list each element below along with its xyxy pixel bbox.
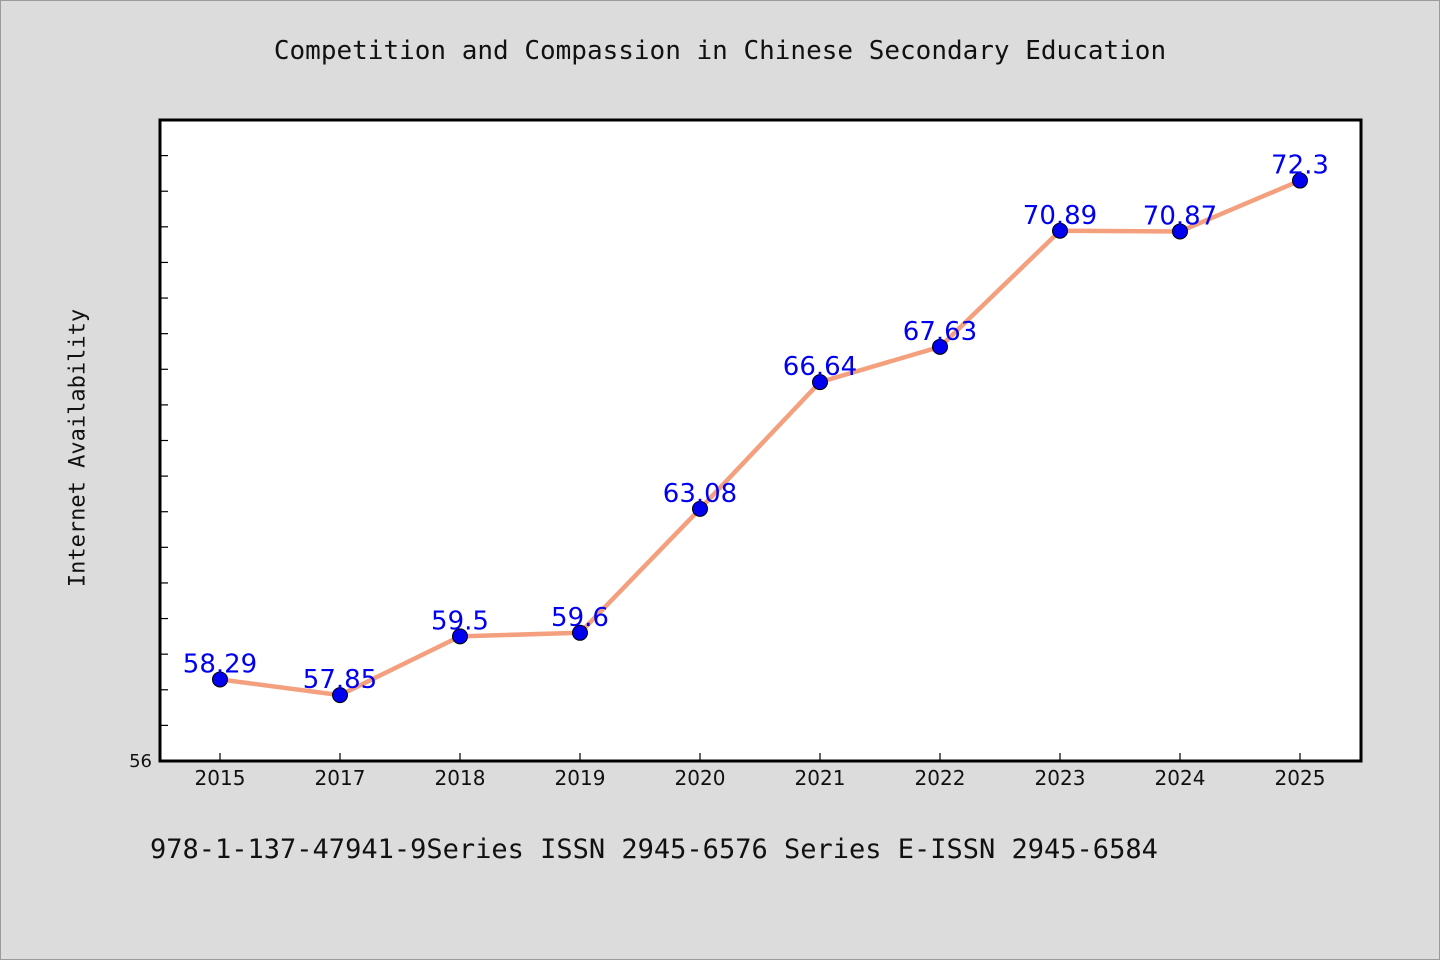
data-label: 70.87	[1143, 201, 1217, 231]
x-tick-label: 2015	[195, 766, 246, 790]
data-point	[332, 687, 348, 704]
data-point	[452, 628, 468, 645]
data-point	[1172, 223, 1188, 240]
data-label: 57.85	[303, 665, 377, 695]
data-point	[932, 338, 948, 355]
data-label: 63.08	[663, 479, 737, 509]
data-point	[812, 374, 828, 391]
data-label: 70.89	[1023, 201, 1097, 231]
x-tick-label: 2019	[555, 766, 606, 790]
x-tick-label: 2020	[675, 766, 726, 790]
data-point	[572, 624, 588, 641]
data-label: 66.64	[783, 352, 857, 382]
x-tick-label: 2022	[915, 766, 966, 790]
x-tick-label: 2024	[1155, 766, 1206, 790]
data-point	[692, 500, 708, 517]
x-tick-label: 2018	[435, 766, 486, 790]
series-line	[217, 178, 1303, 698]
data-point	[1052, 222, 1068, 239]
x-tick-label: 2025	[1275, 766, 1326, 790]
data-label: 59.6	[551, 603, 609, 633]
data-label: 67.63	[903, 317, 977, 347]
data-point	[212, 671, 228, 688]
footer-isbn-text: 978-1-137-47941-9Series ISSN 2945-6576 S…	[150, 834, 1158, 865]
x-tick-label: 2017	[315, 766, 366, 790]
data-label: 58.29	[183, 649, 257, 679]
data-label: 59.5	[431, 606, 489, 636]
x-tick-label: 2021	[795, 766, 846, 790]
chart-title: Competition and Compassion in Chinese Se…	[273, 36, 1167, 66]
data-point	[1292, 172, 1308, 189]
x-tick-label: 2023	[1035, 766, 1086, 790]
data-label: 72.3	[1271, 151, 1329, 181]
plot-area	[158, 118, 1363, 763]
y-tick-label: 56	[129, 751, 152, 772]
